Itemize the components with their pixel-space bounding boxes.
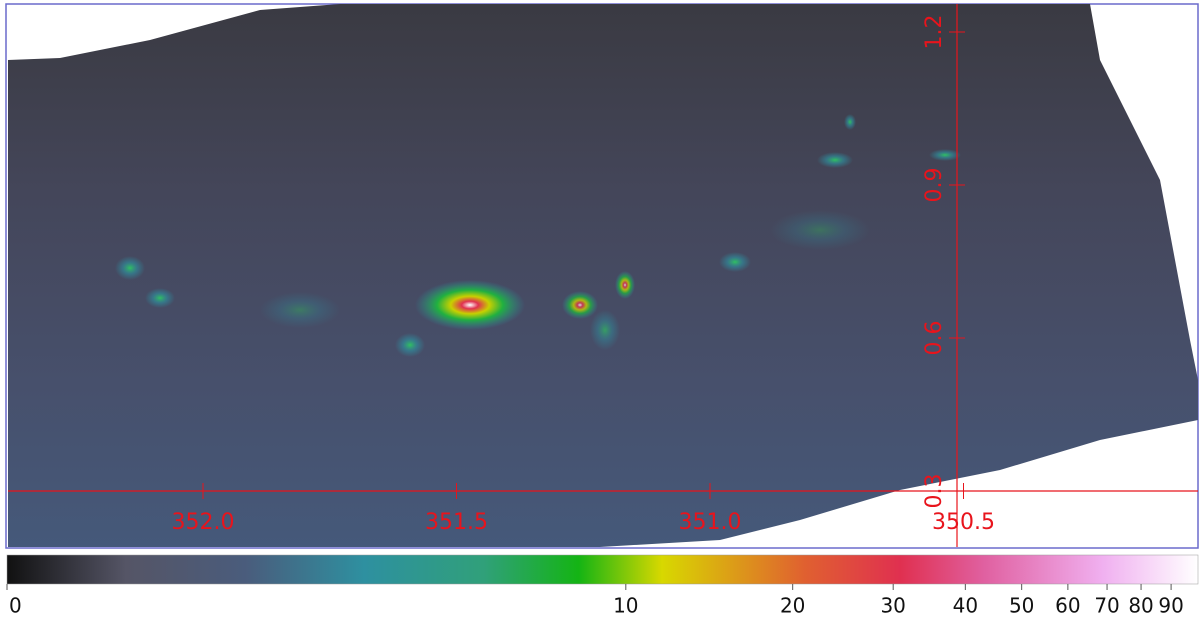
y-tick-label: 0.6 bbox=[922, 321, 947, 356]
coordinate-grid: 352.0 351.5 351.0 350.50.3 0.6 0.9 1.2 bbox=[8, 4, 1198, 547]
image-panel: 352.0 351.5 351.0 350.50.3 0.6 0.9 1.2 bbox=[5, 3, 1199, 549]
colorbar-tick-label: 70 bbox=[1094, 594, 1119, 618]
colorbar-tick-label: 90 bbox=[1158, 594, 1183, 618]
colorbar-tick-label: 10 bbox=[613, 594, 638, 618]
x-tick-label: 352.0 bbox=[172, 510, 235, 535]
x-tick-label: 351.5 bbox=[425, 510, 488, 535]
map-image bbox=[8, 4, 1198, 547]
colorbar-tick-label: 20 bbox=[780, 594, 805, 618]
x-tick-label: 351.0 bbox=[679, 510, 742, 535]
colorbar-tick-label: 80 bbox=[1128, 594, 1153, 618]
y-tick-label: 1.2 bbox=[922, 15, 947, 50]
colorbar-tick-label: 60 bbox=[1055, 594, 1080, 618]
colorbar: 0 10 20 30 40 50 60 70 80 90 bbox=[6, 554, 1199, 618]
colorbar-tick-label: 30 bbox=[880, 594, 905, 618]
y-tick-label: 0.3 bbox=[922, 474, 947, 509]
colorbar-tick-label: 50 bbox=[1009, 594, 1034, 618]
y-tick-label: 0.9 bbox=[922, 168, 947, 203]
colorbar-tick-label: 40 bbox=[953, 594, 978, 618]
x-tick-label: 350.5 bbox=[932, 510, 995, 535]
colorbar-gradient bbox=[6, 554, 1199, 585]
emission-features bbox=[115, 114, 961, 357]
colorbar-tick-label: 0 bbox=[9, 594, 22, 618]
